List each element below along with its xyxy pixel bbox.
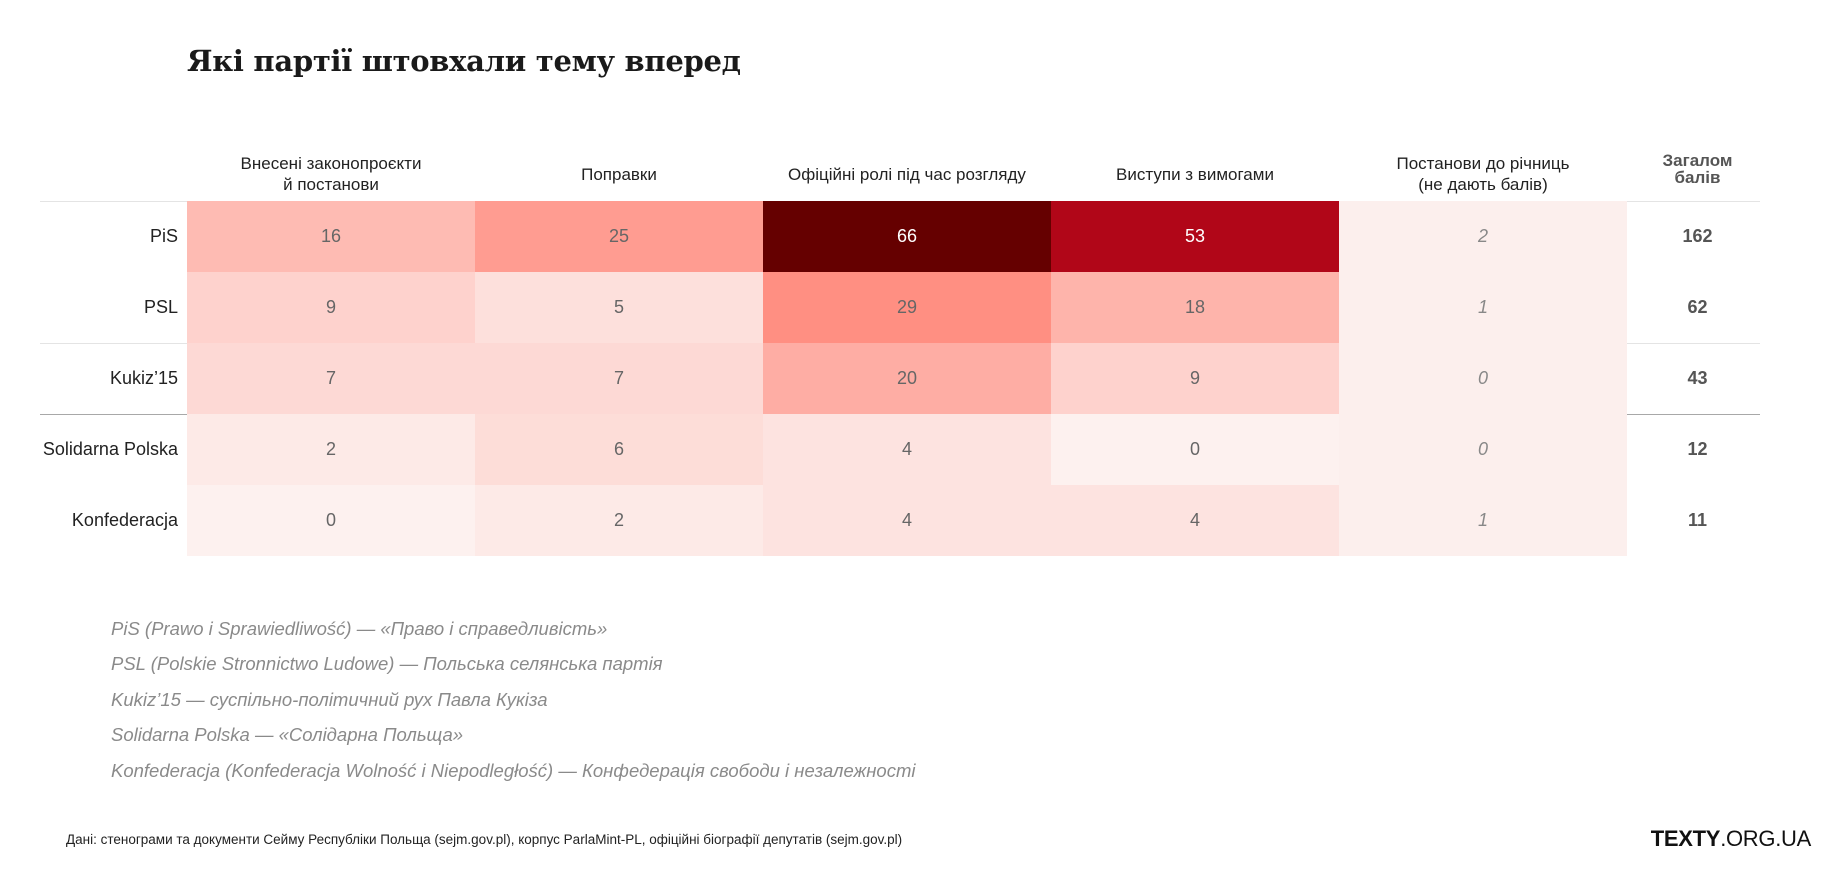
chart-title: Які партії штовхали тему вперед [187,44,741,78]
note-pis: PiS (Prawo i Sprawiedliwość) — «Право і … [111,618,608,639]
column-header-anniversary: Постанови до річниць (не дають балів) [1396,154,1570,194]
heatmap-cell-kukiz-15-amendments: 7 [475,343,763,414]
heatmap-cell-pis-roles: 66 [763,201,1051,272]
heatmap-cell-kukiz-15-roles: 20 [763,343,1051,414]
column-header-amendments: Поправки [581,164,657,184]
column-header-roles: Офіційні ролі під час розгляду [788,164,1026,184]
brand-light: .ORG.UA [1720,826,1811,851]
heatmap-cell-pis-speeches: 53 [1051,201,1339,272]
row-label-solidarna-polska: Solidarna Polska [42,439,178,459]
row-label-kukiz-15: Kukiz’15 [109,368,178,388]
total-konfederacja: 11 [1687,510,1708,530]
total-solidarna-polska: 12 [1687,439,1708,459]
note-solidarna: Solidarna Polska — «Солідарна Польща» [111,724,464,745]
note-konfederacja: Konfederacja (Konfederacja Wolność i Nie… [111,760,916,781]
total-pis: 162 [1682,226,1713,246]
heatmap-cell-solidarna-polska-bills: 2 [187,414,475,485]
row-label-pis: PiS [149,226,178,246]
heatmap-cell-kukiz-15-speeches: 9 [1051,343,1339,414]
heatmap-cell-konfederacja-bills: 0 [187,485,475,556]
note-psl: PSL (Polskie Stronnictwo Ludowe) — Польс… [111,653,663,674]
heatmap-cell-pis-anniversary: 2 [1339,201,1627,272]
heatmap-cell-psl-speeches: 18 [1051,272,1339,343]
heatmap-cell-psl-bills: 9 [187,272,475,343]
heatmap-cell-konfederacja-amendments: 2 [475,485,763,556]
total-psl: 62 [1687,297,1708,317]
column-header-speeches: Виступи з вимогами [1116,164,1274,184]
brand-logo[interactable]: TEXTY.ORG.UA [1650,826,1812,852]
heatmap-cell-psl-roles: 29 [763,272,1051,343]
heatmap-cell-konfederacja-roles: 4 [763,485,1051,556]
row-label-psl: PSL [143,297,178,317]
source-note: Дані: стенограми та документи Сейму Респ… [66,832,903,847]
heatmap-cell-pis-amendments: 25 [475,201,763,272]
note-kukiz: Kukiz’15 — суспільно-політичний рух Павл… [111,689,548,710]
heatmap-cell-solidarna-polska-speeches: 0 [1051,414,1339,485]
heatmap-cell-solidarna-polska-anniversary: 0 [1339,414,1627,485]
heatmap-cell-kukiz-15-anniversary: 0 [1339,343,1627,414]
heatmap-cell-konfederacja-anniversary: 1 [1339,485,1627,556]
heatmap-cell-solidarna-polska-amendments: 6 [475,414,763,485]
heatmap-cell-kukiz-15-bills: 7 [187,343,475,414]
column-header-total: Загалом балів [1662,151,1733,187]
total-kukiz-15: 43 [1687,368,1708,388]
heatmap-cell-psl-anniversary: 1 [1339,272,1627,343]
brand-bold: TEXTY [1650,826,1721,851]
row-label-konfederacja: Konfederacja [71,510,178,530]
heatmap-cell-solidarna-polska-roles: 4 [763,414,1051,485]
column-header-bills: Внесені законопроєкти й постанови [240,154,422,194]
heatmap-cell-konfederacja-speeches: 4 [1051,485,1339,556]
heatmap-cell-pis-bills: 16 [187,201,475,272]
heatmap-cell-psl-amendments: 5 [475,272,763,343]
